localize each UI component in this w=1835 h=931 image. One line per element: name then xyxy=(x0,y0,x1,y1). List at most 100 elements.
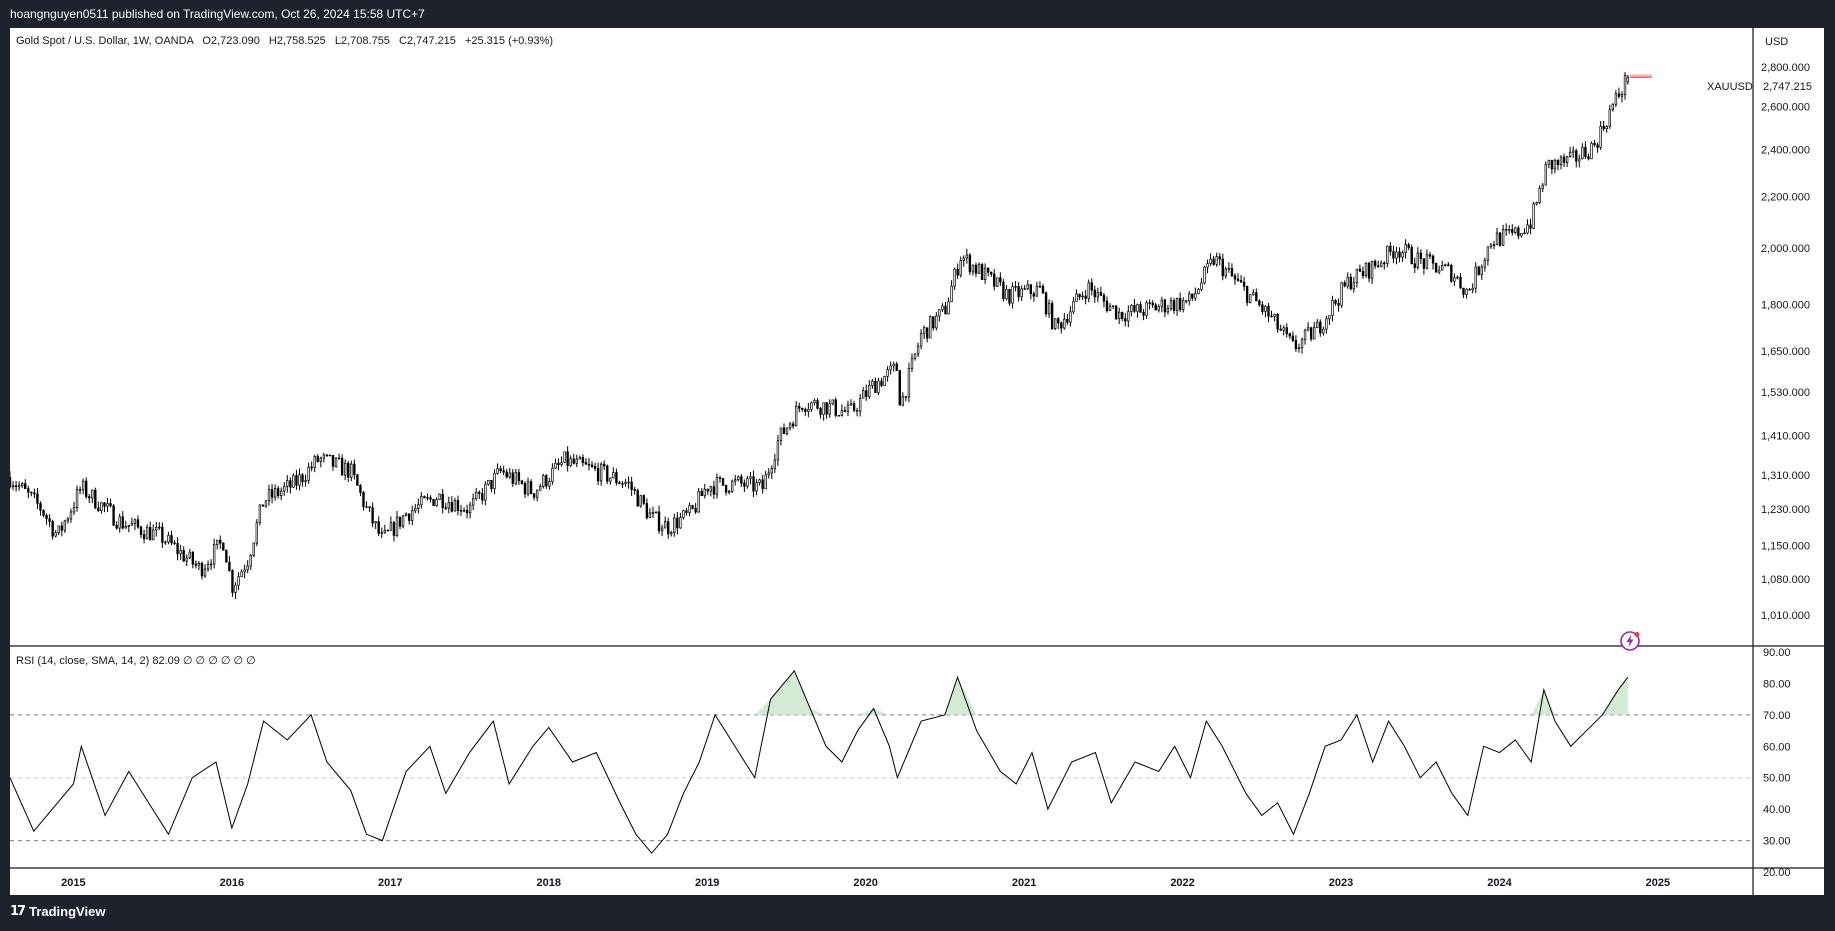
time-axis[interactable]: 2015 2016 2017 2018 2019 2020 2021 2022 2023 2024… xyxy=(61,877,1670,889)
candle-body xyxy=(1117,311,1121,320)
candle-body xyxy=(816,400,819,409)
candle-body xyxy=(1511,229,1514,233)
candle-body xyxy=(1114,305,1118,320)
candle-body xyxy=(926,327,929,339)
candle-body xyxy=(78,489,82,491)
candle-body xyxy=(280,490,283,496)
candle-body xyxy=(72,507,76,513)
candle-body xyxy=(1203,266,1206,284)
candle-body xyxy=(1035,286,1039,297)
rsi-tick-label: 70.00 xyxy=(1763,710,1791,722)
candle-body xyxy=(1568,151,1572,157)
candle-body xyxy=(353,463,356,476)
candle-body xyxy=(386,529,390,532)
candle-body xyxy=(1349,276,1352,290)
candle-body xyxy=(94,489,97,509)
candle-body xyxy=(660,527,664,532)
candle-body xyxy=(484,483,487,501)
candle-body xyxy=(615,472,618,484)
candle-body xyxy=(919,333,923,347)
candle-body xyxy=(1386,245,1389,264)
candle-body xyxy=(1108,305,1112,312)
candle-body xyxy=(1556,159,1560,165)
candle-body xyxy=(743,482,746,487)
candle-body xyxy=(188,551,191,559)
chart-area[interactable]: 1,010.000 1,080.000 1,150.000 1,230.000 1,31… xyxy=(8,28,1824,895)
candle-body xyxy=(1197,289,1200,295)
candle-body xyxy=(599,463,603,482)
candle-body xyxy=(895,363,898,371)
rsi-line xyxy=(9,669,1629,854)
candle-body xyxy=(1151,302,1154,306)
candle-body xyxy=(1373,260,1377,267)
candle-body xyxy=(670,532,673,535)
candle-body xyxy=(886,369,889,377)
candle-body xyxy=(197,562,201,566)
candle-body xyxy=(880,380,883,386)
candle-body xyxy=(1377,265,1380,267)
candle-body xyxy=(1075,293,1078,302)
candle-body xyxy=(727,491,731,493)
candle-body xyxy=(1063,318,1066,329)
candle-body xyxy=(901,396,905,406)
candle-body xyxy=(121,516,124,529)
chart-canvas[interactable]: 1,010.000 1,080.000 1,150.000 1,230.000 1,31… xyxy=(8,28,1824,895)
candle-body xyxy=(651,512,655,514)
candle-body xyxy=(1154,304,1157,311)
time-tick-label: 2018 xyxy=(537,877,561,889)
candle-body xyxy=(392,522,396,536)
candle-body xyxy=(417,504,420,509)
candle-body xyxy=(545,475,548,487)
candle-body xyxy=(1541,184,1544,189)
candle-body xyxy=(761,479,764,490)
candle-body xyxy=(164,541,167,544)
candle-body xyxy=(804,408,807,412)
candle-body xyxy=(965,254,969,259)
candle-body xyxy=(17,485,21,487)
candle-body xyxy=(770,468,773,474)
currency-label[interactable]: USD xyxy=(1765,36,1788,48)
candle-body xyxy=(1145,302,1148,316)
rsi-tick-label: 80.00 xyxy=(1763,678,1791,690)
candle-body xyxy=(1014,286,1017,288)
candle-body xyxy=(438,493,441,500)
candle-body xyxy=(706,488,709,492)
candle-body xyxy=(292,475,295,488)
candle-body xyxy=(1501,229,1505,246)
candle-body xyxy=(453,500,457,512)
candle-body xyxy=(423,496,426,499)
candle-body xyxy=(1194,293,1197,299)
candle-body xyxy=(566,451,569,467)
candle-body xyxy=(703,488,706,497)
candle-body xyxy=(858,397,862,412)
rsi-axis[interactable]: 20.00 30.00 40.00 50.00 60.00 70.00 80.00 90.00 xyxy=(1763,647,1791,879)
candle-body xyxy=(1175,298,1179,311)
candle-body xyxy=(1078,293,1081,298)
candle-body xyxy=(496,468,499,474)
lightning-icon[interactable] xyxy=(1620,631,1640,651)
candle-body xyxy=(435,499,438,507)
price-tick-label: 1,310.000 xyxy=(1761,470,1810,482)
candle-body xyxy=(21,483,24,487)
candle-body xyxy=(563,451,566,463)
candle-body xyxy=(1212,258,1215,265)
candle-body xyxy=(1608,109,1611,127)
candle-body xyxy=(1517,227,1520,237)
candle-body xyxy=(1529,224,1532,229)
candle-body xyxy=(347,462,350,478)
candle-body xyxy=(432,498,435,507)
candle-body xyxy=(167,535,170,543)
candle-body xyxy=(932,316,935,329)
candle-body xyxy=(261,504,265,507)
price-axis[interactable]: 1,010.000 1,080.000 1,150.000 1,230.000 1,31… xyxy=(1761,62,1810,622)
candle-body xyxy=(1285,327,1288,334)
candle-body xyxy=(813,400,816,404)
candle-body xyxy=(340,458,344,476)
time-tick-label: 2022 xyxy=(1170,877,1194,889)
candle-body xyxy=(724,484,728,493)
tradingview-logo[interactable]: 17 TradingView xyxy=(10,904,105,919)
symbol-label: Gold Spot / U.S. Dollar, 1W, OANDA xyxy=(16,35,195,47)
candle-body xyxy=(81,480,85,491)
candle-body xyxy=(350,463,353,478)
candle-body xyxy=(929,316,932,339)
